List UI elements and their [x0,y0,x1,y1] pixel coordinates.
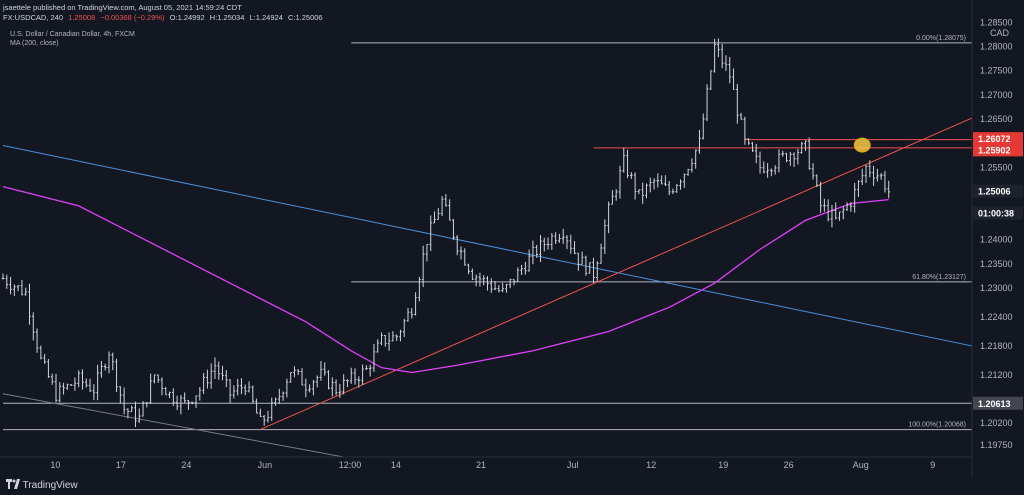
x-tick-label: Jun [258,460,273,470]
x-tick-label: 24 [181,460,191,470]
y-tick-label: 1.26500 [980,114,1013,124]
y-tick-label: 1.20200 [980,418,1013,428]
ohlc-low: L:1.24924 [249,13,283,22]
footer-bar: TradingView [0,476,1024,495]
trendline [260,117,973,430]
x-tick-label: 10 [50,460,60,470]
candlestick-series [1,38,891,428]
x-tick-label: 9 [930,460,935,470]
y-tick-label: 1.28500 [980,17,1013,27]
trendline [2,145,973,347]
x-tick-label: 26 [784,460,794,470]
y-tick-label: 1.19750 [980,440,1013,450]
x-tick-label: 17 [116,460,126,470]
fib-level-label: 61.80%(1.23127) [912,274,966,281]
ma200-line [2,185,889,374]
x-tick-label: 21 [476,460,486,470]
price-label-bg [973,132,1023,146]
price-change: −0.00368 (−0.29%) [100,13,165,22]
highlight-circle [853,137,871,153]
price-label: 01:00:38 [978,209,1014,219]
symbol-legend: FX:USDCAD, 240 1.25008 −0.00368 (−0.29%)… [3,13,326,22]
y-tick-label: 1.24000 [980,235,1013,245]
x-tick-label: 14 [391,460,401,470]
publisher-text: jsaettele published on TradingView.com, … [3,3,242,12]
trendline [2,393,344,458]
indicator-label[interactable]: MA (200, close) [10,40,59,47]
x-tick-label: Aug [853,460,869,470]
last-price: 1.25008 [68,13,96,22]
price-chart[interactable]: 0.00%(1.28075) 61.80%(1.23127) 100.00%(1.2… [0,0,1024,476]
y-tick-label: 1.27000 [980,90,1013,100]
price-label: 1.26072 [978,134,1011,144]
y-tick-label: 1.28000 [980,42,1013,52]
ohlc-high: H:1.25034 [209,13,245,22]
y-tick-label: 1.21800 [980,341,1013,351]
price-label: 1.25006 [978,187,1011,197]
y-tick-label: 1.23000 [980,283,1013,293]
y-tick-label: 1.21200 [980,370,1013,380]
price-label: 1.20613 [978,399,1011,409]
tradingview-logo[interactable]: TradingView [6,479,78,491]
price-label-bg [973,184,1023,198]
y-tick-label: 1.22400 [980,312,1013,322]
currency-label: CAD [990,28,1010,38]
x-tick-label: 12 [646,460,656,470]
x-tick-label: 12:00 [339,460,362,470]
fib-level-label: 0.00%(1.28075) [916,35,966,42]
instrument-title: U.S. Dollar / Canadian Dollar, 4h, FXCM [10,31,135,38]
y-tick-label: 1.27500 [980,66,1013,76]
publish-info: jsaettele published on TradingView.com, … [3,3,245,12]
brand-name: TradingView [22,480,78,491]
price-label-bg [973,396,1023,410]
fib-level-label: 100.00%(1.20068) [908,422,966,429]
y-tick-label: 1.23500 [980,259,1013,269]
symbol-text[interactable]: FX:USDCAD, 240 [3,13,64,22]
y-tick-label: 1.25500 [980,162,1013,172]
x-tick-label: Jul [567,460,579,470]
price-label: 1.25902 [978,145,1011,155]
tradingview-icon [6,479,20,489]
price-axis: 1.28500 1.28000 1.27500 1.27000 1.26500 1.260… [0,0,1013,476]
price-label-bg [973,143,1023,157]
ohlc-close: C:1.25006 [287,13,323,22]
price-label-bg [973,206,1023,220]
time-axis: 10 17 24 Jun 12:00 14 21 Jul 12 19 26 Aug 9 [50,460,935,470]
ohlc-open: O:1.24992 [169,13,205,22]
drawing-layer: 0.00%(1.28075) 61.80%(1.23127) 100.00%(1.2… [2,35,973,458]
x-tick-label: 19 [718,460,728,470]
